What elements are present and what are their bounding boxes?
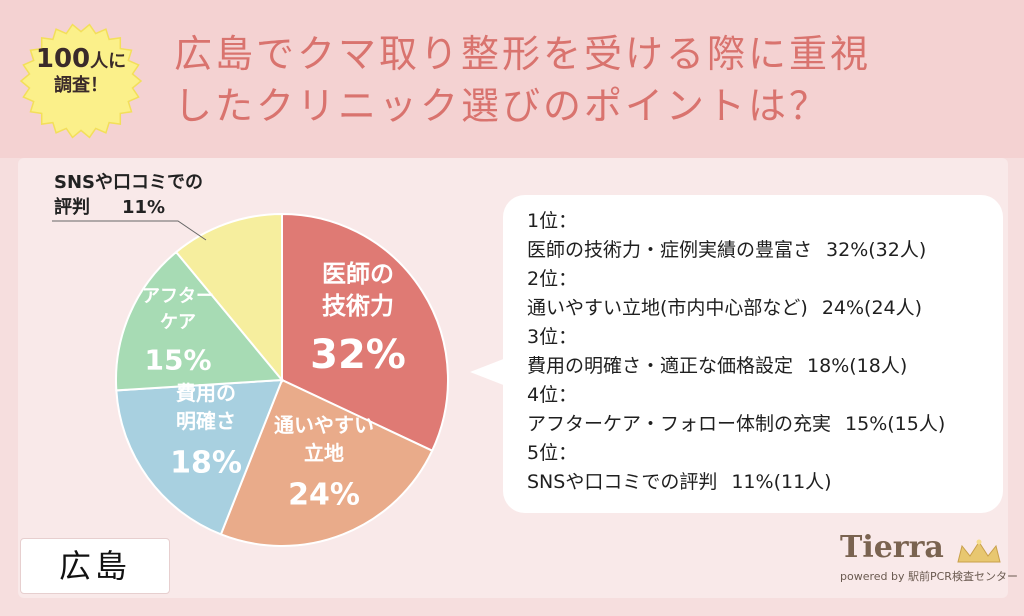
page-title: 広島でクマ取り整形を受ける際に重視 したクリニック選びのポイントは？ (174, 28, 1014, 132)
badge-suffix: 人に (90, 51, 127, 72)
slice-value-2: 24% (288, 478, 360, 513)
city-label: 広島 (20, 538, 170, 594)
rank-item-3: 費用の明確さ・適正な価格設定 18%(18人) (527, 352, 993, 381)
rank-heading-4: 4位： (527, 384, 578, 406)
rank-item-1: 医師の技術力・症例実績の豊富さ 32%(32人) (527, 236, 993, 265)
slice-label-4-line2: ケア (160, 312, 196, 333)
rank-pct-5: 11%(11人) (731, 471, 832, 493)
slice-label-2-line1: 通いやすい (274, 413, 374, 437)
logo-subtitle: powered by 駅前PCR検査センター (840, 570, 1018, 583)
ranking-list: 1位： 医師の技術力・症例実績の豊富さ 32%(32人) 2位： 通いやすい立地(市内中… (527, 207, 993, 497)
slice-label-1-line2: 技術力 (322, 292, 394, 320)
slice-label-2-line2: 立地 (304, 441, 344, 465)
callout-pointer (470, 358, 506, 386)
badge-count: 100 (35, 44, 91, 74)
rank-text-4: アフターケア・フォロー体制の充実 (527, 413, 832, 435)
slice-label-3-line1: 費用の (176, 381, 236, 405)
slice-value-3: 18% (170, 446, 242, 481)
slice-value-4: 15% (144, 343, 211, 376)
rank-heading-2: 2位： (527, 268, 578, 290)
pie-slice-2 (219, 378, 434, 547)
title-line-1: 広島でクマ取り整形を受ける際に重視 (174, 32, 872, 76)
logo-name: Tierra (840, 530, 944, 565)
crown-icon (957, 539, 1001, 563)
pie-slice-4 (115, 250, 285, 392)
rank-pct-3: 18%(18人) (807, 355, 908, 377)
slice-value-5: 11% (122, 197, 165, 218)
badge-burst-icon (19, 23, 143, 139)
rank-text-2: 通いやすい立地(市内中心部など) (527, 297, 808, 319)
rank-item-2: 通いやすい立地(市内中心部など) 24%(24人) (527, 294, 993, 323)
header-band: 100人に 調査！ 広島でクマ取り整形を受ける際に重視 したクリニック選びのポイ… (0, 0, 1024, 158)
ranking-callout: 1位： 医師の技術力・症例実績の豊富さ 32%(32人) 2位： 通いやすい立地(市内中… (503, 195, 1003, 513)
slice-value-1: 32% (310, 332, 406, 378)
slice-label-3-line2: 明確さ (176, 409, 236, 433)
brand-logo: Tierra powered by 駅前PCR検査センター (828, 530, 1018, 590)
leader-line (52, 220, 207, 241)
rank-item-5: SNSや口コミでの評判 11%(11人) (527, 468, 993, 497)
pie-slice-1 (281, 212, 449, 453)
rank-text-5: SNSや口コミでの評判 (527, 471, 718, 493)
slice-label-5-line1: SNSや口コミでの (54, 172, 203, 193)
badge-line2: 調査！ (54, 75, 108, 97)
title-line-2: したクリニック選びのポイントは？ (174, 84, 831, 128)
slice-label-4-line1: アフター (142, 286, 214, 307)
pie-slice-5 (174, 212, 283, 383)
pie-slice-3 (115, 378, 284, 536)
slice-label-5-line2: 評判 (54, 196, 90, 218)
rank-text-1: 医師の技術力・症例実績の豊富さ (527, 239, 813, 261)
rank-pct-2: 24%(24人) (821, 297, 923, 319)
rank-pct-4: 15%(15人) (845, 413, 946, 435)
rank-heading-5: 5位： (527, 442, 578, 464)
rank-heading-3: 3位： (527, 326, 578, 348)
rank-text-3: 費用の明確さ・適正な価格設定 (527, 355, 794, 377)
rank-item-4: アフターケア・フォロー体制の充実 15%(15人) (527, 410, 993, 439)
survey-badge: 100人に 調査！ (6, 44, 156, 97)
slice-label-1-line1: 医師の (322, 260, 394, 288)
rank-heading-1: 1位： (527, 210, 578, 232)
rank-pct-1: 32%(32人) (826, 239, 927, 261)
